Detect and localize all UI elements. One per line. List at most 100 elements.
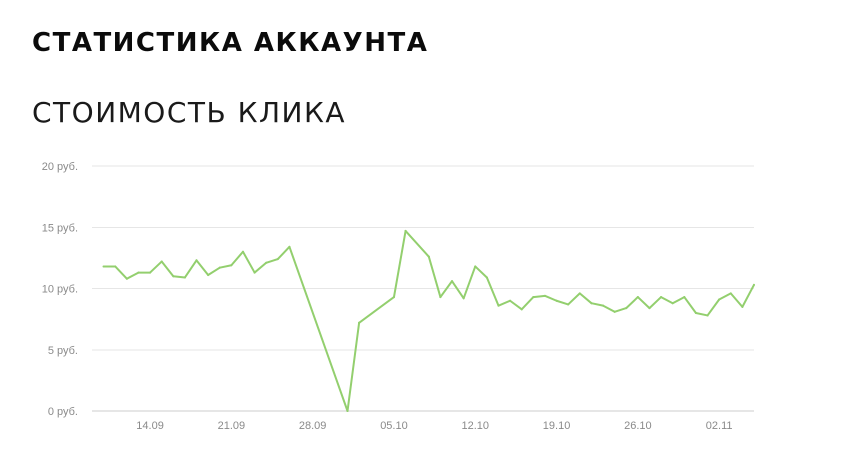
data-point[interactable] [613,310,616,313]
line-segment [207,266,221,277]
data-point[interactable] [195,259,198,262]
data-point[interactable] [555,299,558,302]
line-segment [567,292,581,306]
data-point[interactable] [439,296,442,299]
data-point[interactable] [172,275,175,278]
line-segment [392,229,407,299]
x-tick-label: 26.10 [624,420,652,432]
line-segment [404,229,430,258]
line-segment [555,299,570,306]
data-point[interactable] [532,296,535,299]
data-point[interactable] [183,276,186,279]
line-segment [358,296,395,324]
y-tick-label: 20 руб. [42,161,78,173]
y-tick-label: 15 руб. [42,222,78,234]
line-segment [485,276,500,307]
data-point[interactable] [358,321,361,324]
x-tick-label: 12.10 [461,420,489,432]
series-layer [102,229,755,412]
data-point[interactable] [160,260,163,263]
data-point[interactable] [265,261,268,264]
data-point[interactable] [114,265,117,268]
line-segment [114,265,128,280]
x-tick-label: 05.10 [380,420,408,432]
x-axis-ticks: 14.09 21.09 28.09 05.10 12.10 19.10 26.10 02.11 [136,420,732,432]
data-point[interactable] [485,276,488,279]
line-segment [578,292,593,305]
line-segment [509,299,523,311]
line-segment [636,296,651,310]
data-point[interactable] [660,296,663,299]
data-point[interactable] [125,277,128,280]
data-point[interactable] [253,271,256,274]
x-tick-label: 19.10 [543,420,571,432]
line-segment [462,265,477,300]
y-tick-label: 0 руб. [48,406,78,418]
line-segment [427,255,442,299]
data-point[interactable] [392,296,395,299]
data-point[interactable] [137,271,140,274]
line-segment [718,292,732,301]
x-tick-label: 21.09 [218,420,246,432]
line-segment [648,296,663,310]
line-segment [288,245,349,412]
data-point[interactable] [729,292,732,295]
data-point[interactable] [474,265,477,268]
data-point[interactable] [218,266,221,269]
data-point[interactable] [346,410,349,412]
series-line [102,229,755,412]
data-point[interactable] [578,292,581,295]
y-tick-label: 10 руб. [42,284,78,296]
data-point[interactable] [241,250,244,253]
line-segment [149,260,163,274]
y-tick-label: 5 руб. [48,345,78,357]
line-segment [532,294,546,299]
data-point[interactable] [404,229,407,232]
data-point[interactable] [741,305,744,308]
data-point[interactable] [497,304,500,307]
line-segment [660,296,674,305]
data-point[interactable] [648,307,651,310]
line-segment [346,321,361,412]
data-point[interactable] [462,297,465,300]
data-point[interactable] [636,296,639,299]
cost-per-click-chart: 0 руб. 5 руб. 10 руб. 15 руб. 20 руб. 14.09 2… [42,161,755,432]
data-point[interactable] [683,296,686,299]
line-segment [451,280,465,300]
line-segment [625,296,639,310]
line-segment [520,296,535,311]
data-point[interactable] [102,265,105,268]
y-axis-ticks: 0 руб. 5 руб. 10 руб. 15 руб. 20 руб. [42,161,78,418]
data-point[interactable] [543,294,546,297]
data-point[interactable] [207,274,210,277]
data-point[interactable] [567,303,570,306]
data-point[interactable] [671,302,674,305]
data-point[interactable] [427,255,430,258]
data-point[interactable] [590,302,593,305]
line-segment [729,292,744,308]
data-point[interactable] [509,299,512,302]
data-point[interactable] [451,280,454,283]
data-point[interactable] [602,304,605,307]
data-point[interactable] [288,245,291,248]
data-point[interactable] [276,258,279,261]
line-segment [543,294,558,302]
data-point[interactable] [625,307,628,310]
line-segment [125,271,140,280]
line-segment [474,265,488,279]
line-segment [497,299,512,307]
data-point[interactable] [230,264,233,267]
data-point[interactable] [149,271,152,274]
data-point[interactable] [706,314,709,317]
line-segment [276,245,291,261]
x-tick-label: 02.11 [706,420,733,432]
line-segment [218,264,233,269]
chart-container: 0 руб. 5 руб. 10 руб. 15 руб. 20 руб. 14.09 2… [0,140,860,457]
line-segment [706,298,721,317]
line-segment [195,259,210,277]
data-point[interactable] [718,298,721,301]
line-segment [230,250,244,267]
data-point[interactable] [753,283,755,286]
data-point[interactable] [520,308,523,311]
data-point[interactable] [694,312,697,314]
